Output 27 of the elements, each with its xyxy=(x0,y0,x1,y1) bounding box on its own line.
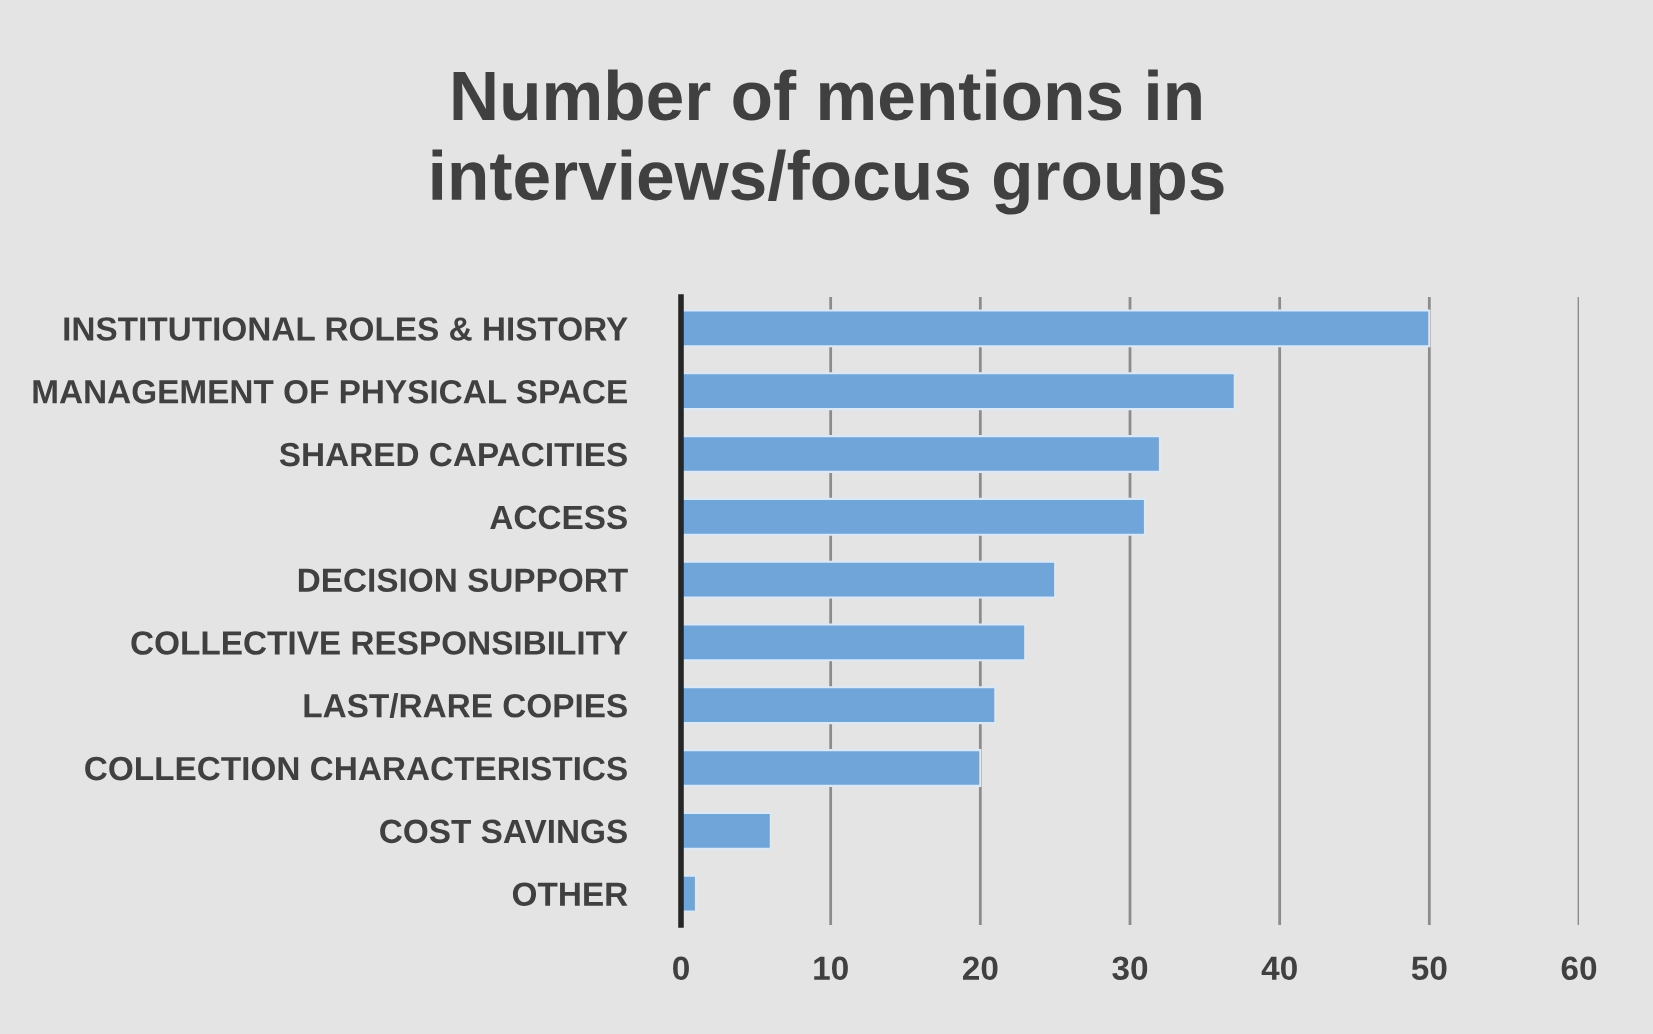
y-tick-label: DECISION SUPPORT xyxy=(298,568,628,593)
bar xyxy=(681,623,1027,662)
y-tick-label: OTHER xyxy=(512,882,628,907)
bar xyxy=(681,497,1147,536)
y-tick-label: INSTITUTIONAL ROLES & HISTORY xyxy=(64,317,628,341)
x-tick-label: 20 xyxy=(962,956,998,981)
chart-title: Number of mentions in interviews/focus groups xyxy=(432,69,1224,215)
x-tick-label: 40 xyxy=(1261,956,1297,981)
y-tick-label: COST SAVINGS xyxy=(380,819,627,844)
y-tick-label: MANAGEMENT OF PHYSICAL SPACE xyxy=(33,380,627,404)
y-tick-label: COLLECTIVE RESPONSIBILITY xyxy=(131,631,628,655)
y-tick-label: COLLECTION CHARACTERISTICS xyxy=(85,756,627,781)
x-tick-label: 0 xyxy=(673,956,689,981)
bar xyxy=(681,560,1057,599)
bar xyxy=(681,372,1236,411)
bar xyxy=(681,435,1161,473)
x-tick-label: 10 xyxy=(814,956,848,981)
y-tick-label: ACCESS xyxy=(490,505,627,530)
y-tick-label: SHARED CAPACITIES xyxy=(279,442,627,467)
bar xyxy=(681,309,1431,348)
x-tick-label: 60 xyxy=(1561,956,1597,981)
bar xyxy=(681,749,982,787)
y-tick-label: LAST/RARE COPIES xyxy=(304,693,627,718)
bar xyxy=(681,686,997,725)
bar xyxy=(681,811,772,850)
x-tick-label: 30 xyxy=(1112,956,1148,981)
x-tick-label: 50 xyxy=(1411,956,1447,981)
